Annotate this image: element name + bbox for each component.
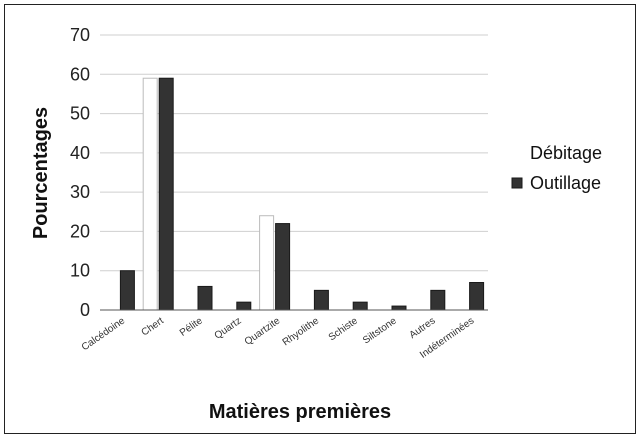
category-label: Chert xyxy=(140,315,167,338)
y-axis-label: Pourcentages xyxy=(30,107,52,239)
bar-outillage xyxy=(158,77,174,311)
y-tick-label: 0 xyxy=(80,300,90,320)
legend-label: Débitage xyxy=(530,143,602,163)
bar-outillage xyxy=(469,282,485,311)
category-label: Pélite xyxy=(178,315,205,339)
category-label: Quartzite xyxy=(243,315,283,348)
category-label: Rhyolithe xyxy=(281,315,322,348)
y-tick-label: 70 xyxy=(70,25,90,45)
bar-outillage xyxy=(236,301,252,311)
y-tick-label: 30 xyxy=(70,182,90,202)
legend-swatch xyxy=(511,177,523,189)
grid-lines xyxy=(100,34,488,272)
bar-outillage xyxy=(197,285,213,311)
category-label: Quartz xyxy=(213,315,244,341)
category-label: Autres xyxy=(408,315,438,341)
bar-outillage xyxy=(313,289,329,311)
chart-frame xyxy=(4,4,636,434)
bar-outillage xyxy=(430,289,446,311)
y-tick-label: 10 xyxy=(70,261,90,281)
category-label: Siltstone xyxy=(361,315,399,346)
legend-swatch xyxy=(511,147,523,159)
bar-débitage xyxy=(142,77,158,311)
bar-outillage xyxy=(119,270,135,311)
bar-outillage xyxy=(352,301,368,311)
category-label: Calcédoine xyxy=(80,315,128,353)
y-tick-label: 50 xyxy=(70,104,90,124)
legend-label: Outillage xyxy=(530,173,601,193)
y-tick-label: 40 xyxy=(70,143,90,163)
bar-débitage xyxy=(259,215,275,311)
bar-outillage xyxy=(391,305,407,311)
y-tick-label: 60 xyxy=(70,64,90,84)
bar-outillage xyxy=(275,223,291,311)
legend: Débitage Outillage xyxy=(511,143,602,193)
category-labels: Calcédoine Chert Pélite Quartz QuartziteRhyo… xyxy=(80,315,477,361)
y-tick-label: 20 xyxy=(70,221,90,241)
bars xyxy=(119,77,485,311)
y-tick-labels: 0 10 20 30 40 50 60 70 xyxy=(70,25,90,320)
category-label: Schiste xyxy=(327,315,361,343)
x-axis-label: Matières premières xyxy=(209,401,391,423)
